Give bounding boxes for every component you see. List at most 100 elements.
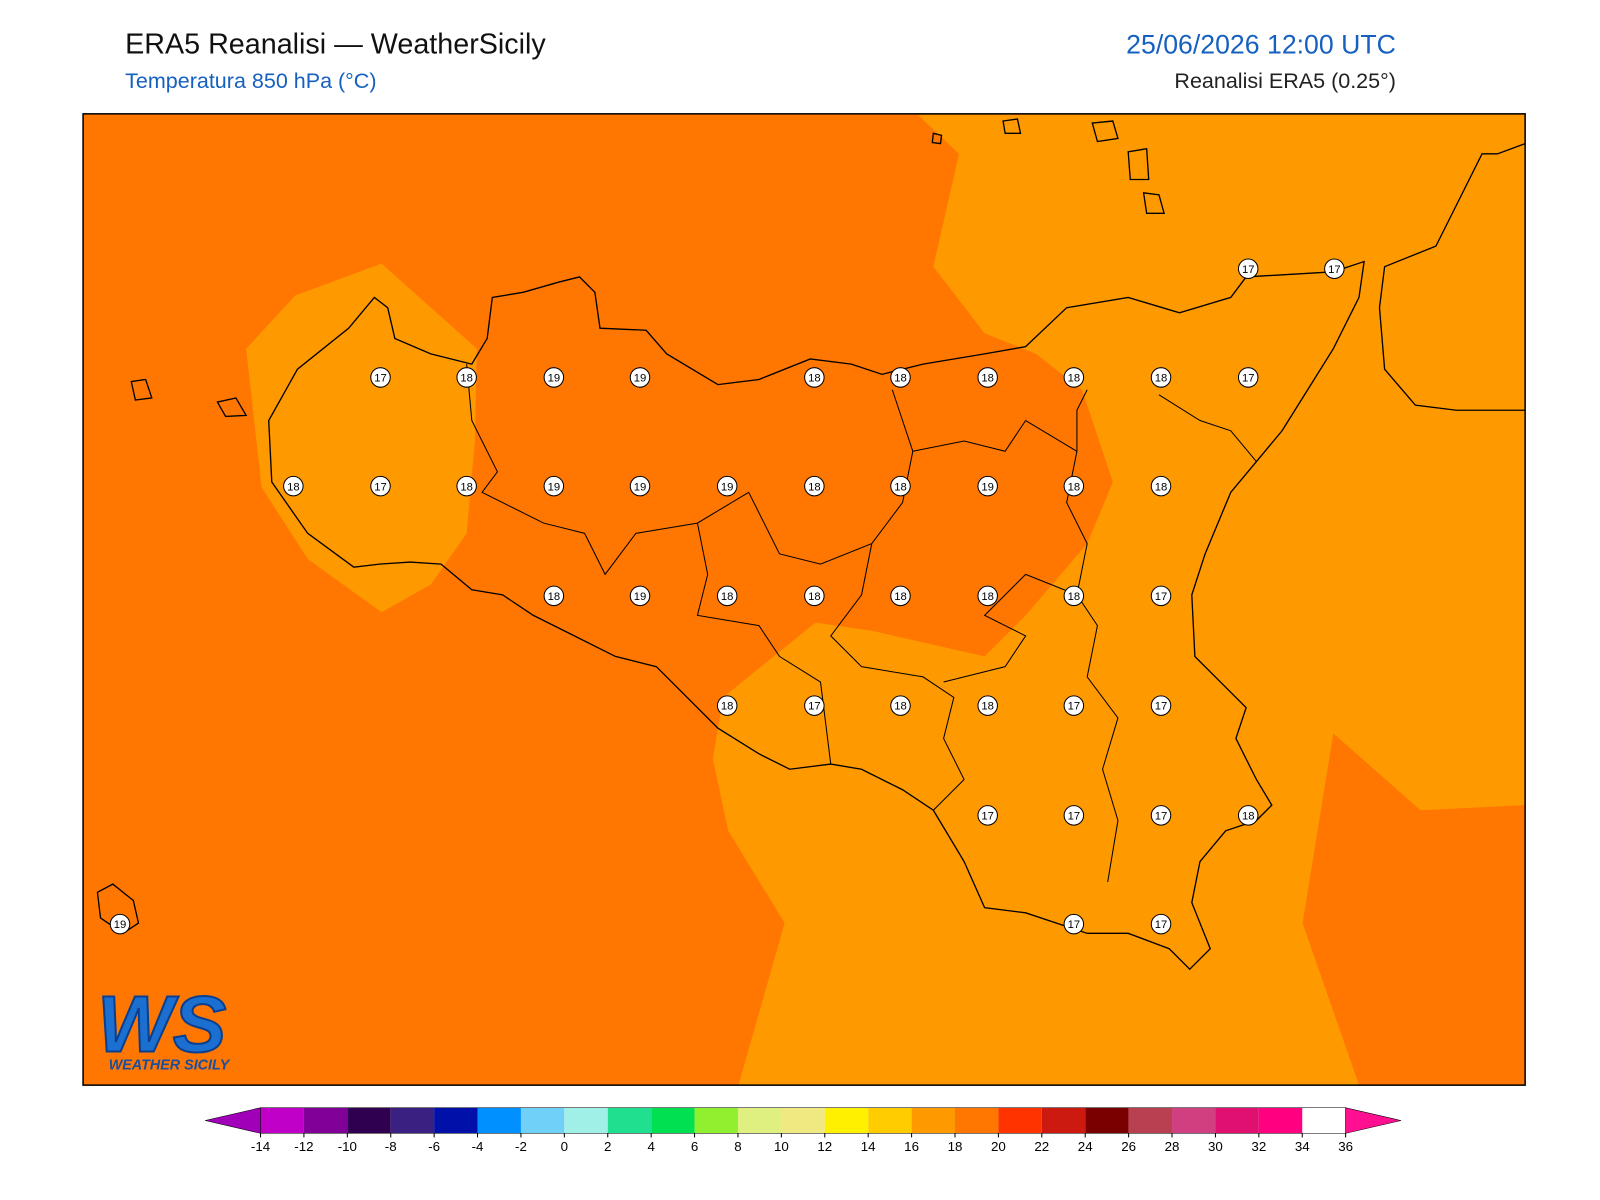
- station-marker: [456, 475, 477, 497]
- station-value: 18: [894, 701, 907, 713]
- colorbar-tick-label: 6: [691, 1139, 698, 1154]
- colorbar-tick-label: 14: [861, 1139, 876, 1154]
- colorbar-tick-label: 8: [734, 1139, 741, 1154]
- colorbar-tick-label: 0: [561, 1139, 568, 1154]
- station-value: 18: [981, 373, 994, 385]
- colorbar-tick-label: 20: [991, 1139, 1006, 1154]
- colorbar-frame: [260, 1107, 1346, 1134]
- station-value: 17: [1068, 701, 1081, 713]
- station-marker: [1063, 367, 1085, 388]
- station-marker: [804, 585, 825, 607]
- colorbar-swatch: [911, 1107, 955, 1134]
- station-marker: [1150, 585, 1172, 607]
- colorbar-swatch: [260, 1107, 304, 1134]
- field-dark: [1302, 733, 1526, 1086]
- station-marker: [1150, 695, 1172, 716]
- station-value: 18: [981, 591, 994, 603]
- station-value: 18: [1155, 373, 1168, 385]
- station-value: 17: [1068, 919, 1081, 931]
- station-marker: [543, 367, 565, 388]
- station-marker: [1237, 258, 1259, 279]
- colorbar-swatch: [1258, 1107, 1303, 1134]
- colorbar-tick-label: -4: [472, 1139, 484, 1154]
- station-value: 17: [1155, 591, 1168, 603]
- colorbar-tick-label: 30: [1208, 1139, 1223, 1154]
- colorbar-swatch: [694, 1107, 738, 1134]
- station-value: 19: [721, 481, 734, 493]
- coastline: [1378, 142, 1526, 411]
- station-value: 19: [634, 591, 647, 603]
- colorbar-tick-label: 18: [948, 1139, 963, 1154]
- colorbar-tick-label: -10: [338, 1139, 357, 1154]
- colorbar-tick-label: -12: [294, 1139, 313, 1154]
- map-frame: [82, 113, 1526, 1086]
- station-marker: [1150, 367, 1172, 388]
- station-marker: [629, 475, 651, 497]
- station-marker: [804, 695, 825, 716]
- station-value: 19: [548, 481, 561, 493]
- station-value: 18: [721, 591, 734, 603]
- station-value: 17: [1328, 264, 1341, 276]
- colorbar-swatch: [781, 1107, 825, 1134]
- station-marker: [543, 475, 565, 497]
- colorbar-tick-label: 22: [1034, 1139, 1049, 1154]
- colorbar-swatch: [564, 1107, 608, 1134]
- title: ERA5 Reanalisi — WeatherSicily: [125, 28, 546, 60]
- station-marker: [1150, 475, 1172, 497]
- province-border: [466, 364, 1257, 883]
- colorbar-tick-label: 12: [817, 1139, 832, 1154]
- colorbar-swatch: [520, 1107, 565, 1134]
- colorbar-tick-label: 32: [1251, 1139, 1266, 1154]
- colorbar-tick-label: 28: [1165, 1139, 1180, 1154]
- colorbar-tick-label: -2: [515, 1139, 527, 1154]
- station-marker: [370, 475, 391, 497]
- station-marker: [1063, 695, 1085, 716]
- colorbar-swatch: [477, 1107, 521, 1134]
- station-marker: [1150, 913, 1172, 935]
- station-marker: [977, 805, 998, 826]
- colorbar-swatch: [607, 1107, 652, 1134]
- station-value: 18: [808, 373, 821, 385]
- station-marker: [890, 695, 911, 716]
- colorbar-extend-high: [1345, 1107, 1402, 1134]
- station-value: 18: [548, 591, 561, 603]
- station-value: 18: [894, 373, 907, 385]
- station-value: 18: [1068, 591, 1081, 603]
- station-value: 17: [981, 810, 994, 822]
- station-marker: [1150, 805, 1172, 826]
- station-marker: [977, 475, 998, 497]
- station-value: 17: [374, 481, 387, 493]
- colorbar-swatch: [303, 1107, 348, 1134]
- station-value: 18: [894, 481, 907, 493]
- colorbar-swatch: [1172, 1107, 1216, 1134]
- station-marker: [1063, 475, 1085, 497]
- station-value: 18: [1068, 481, 1081, 493]
- colorbar-tick-label: 4: [647, 1139, 655, 1154]
- station-marker: [629, 367, 651, 388]
- station-marker: [716, 585, 738, 607]
- datetime: 25/06/2026 12:00 UTC: [1126, 29, 1396, 59]
- station-value: 17: [374, 373, 387, 385]
- colorbar-tick-label: 10: [774, 1139, 789, 1154]
- station-value: 18: [1155, 481, 1168, 493]
- station-marker: [1237, 805, 1259, 826]
- source: Reanalisi ERA5 (0.25°): [1174, 69, 1395, 93]
- colorbar-tick-label: -14: [251, 1139, 271, 1154]
- station-value: 19: [981, 481, 994, 493]
- station-marker: [543, 585, 565, 607]
- station-value: 18: [460, 481, 473, 493]
- station-value: 18: [460, 373, 473, 385]
- colorbar-tick-label: -6: [428, 1139, 440, 1154]
- station-value: 17: [1068, 810, 1081, 822]
- field-light: [246, 263, 477, 613]
- station-marker: [1237, 367, 1259, 388]
- station-marker: [890, 585, 911, 607]
- colorbar-tick-label: 36: [1338, 1139, 1353, 1154]
- station-marker: [804, 367, 825, 388]
- colorbar: -14 -12 -10 -8 -6 -4 -2 0 2 4 6 8 10 12 14 16 18 20 22 24 26…: [205, 1107, 1402, 1154]
- station-marker: [1063, 585, 1085, 607]
- station-marker: [629, 585, 651, 607]
- station-value: 19: [548, 373, 561, 385]
- station-value: 18: [894, 591, 907, 603]
- logo-name: WEATHER SICILY: [109, 1058, 231, 1074]
